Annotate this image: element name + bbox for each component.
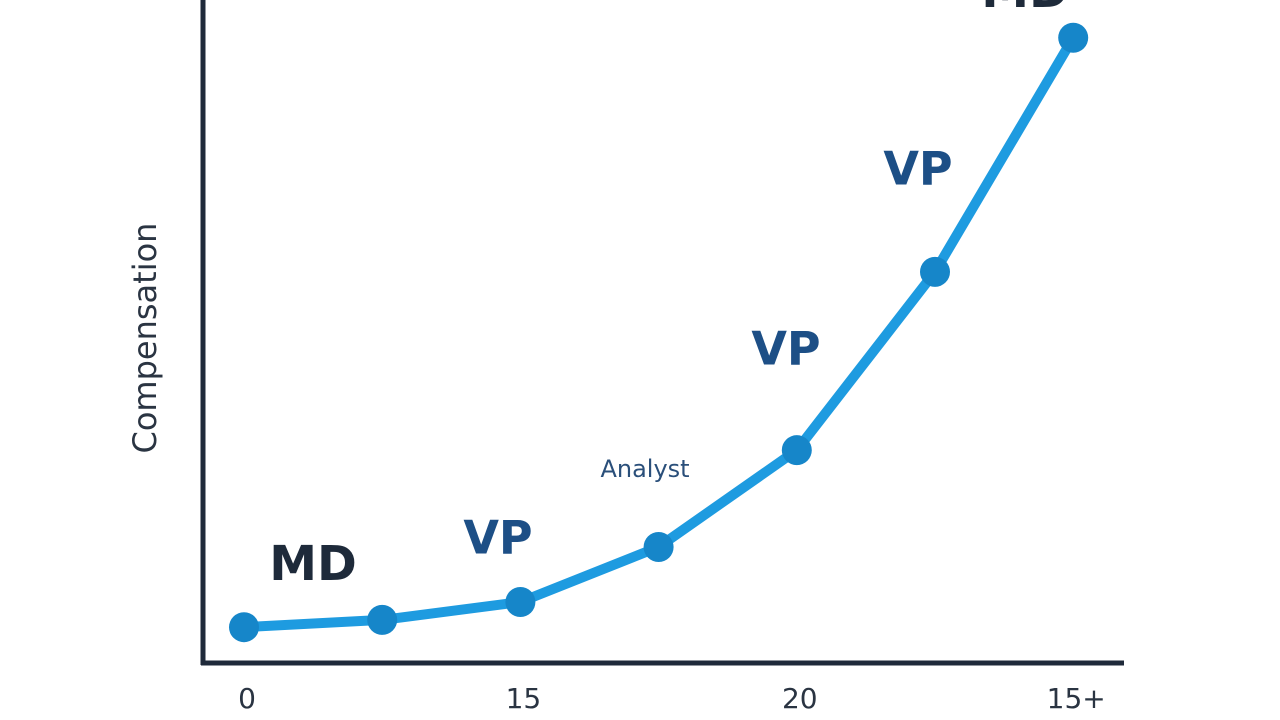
x-tick-label: 0: [238, 682, 256, 715]
x-tick-label: 20: [782, 682, 818, 715]
annotation: VP: [751, 322, 820, 376]
point: [1058, 22, 1089, 53]
point: [643, 531, 674, 562]
point: [505, 587, 536, 618]
point: [229, 612, 259, 643]
point: [920, 256, 950, 287]
annotation: MD: [981, 0, 1069, 19]
annotation: VP: [463, 511, 532, 565]
x-tick-label: 15+: [1047, 682, 1106, 715]
point: [781, 435, 812, 466]
annotation: VP: [883, 142, 952, 196]
annotation: Analyst: [600, 455, 689, 483]
annotation: MD: [269, 536, 357, 592]
point: [367, 604, 398, 635]
x-tick-label: 15: [506, 682, 542, 715]
y-axis-label: Compensation: [126, 223, 164, 454]
